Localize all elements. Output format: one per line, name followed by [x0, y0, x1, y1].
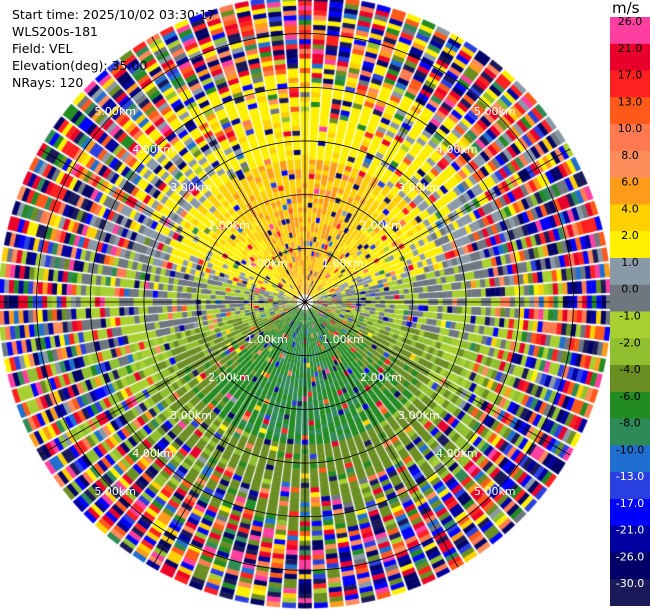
colorbar-tick-label: -21.0: [616, 524, 644, 537]
ring-label: 4.00km: [132, 447, 174, 460]
instrument-label: WLS200s-181: [12, 24, 98, 39]
colorbar-bin: [610, 552, 650, 580]
colorbar-bin: [610, 150, 650, 179]
colorbar-tick-label: -4.0: [619, 363, 640, 376]
colorbar-tick-label: 4.0: [621, 202, 639, 215]
ring-label: 1.00km: [246, 333, 288, 346]
ring-label: 2.00km: [360, 371, 402, 384]
colorbar-bin: [610, 525, 650, 553]
colorbar-bin: [610, 418, 650, 446]
colorbar-tick-label: 2.0: [621, 229, 639, 242]
azimuth-spoke: [304, 301, 571, 456]
ring-label: 1.00km: [322, 333, 364, 346]
azimuth-spoke: [304, 301, 459, 568]
ring-label: 2.00km: [360, 219, 402, 232]
ring-label: 3.00km: [170, 181, 212, 194]
ring-label: 4.00km: [436, 143, 478, 156]
ring-label: 1.00km: [246, 257, 288, 270]
colorbar-tick-label: -8.0: [619, 417, 640, 430]
colorbar-bin: [610, 257, 650, 286]
ring-label: 3.00km: [398, 409, 440, 422]
colorbar-bin: [610, 472, 650, 500]
velocity-colorbar: 26.0 21.0 17.0 13.0 10.0 8.0 6.0 4.0 2.0 1.0 0.0 -1…: [610, 17, 650, 606]
colorbar-bin: [610, 391, 650, 420]
ring-label: 5.00km: [94, 485, 136, 498]
colorbar-bin: [610, 204, 650, 232]
elevation-label: Elevation(deg): 35.00: [12, 58, 148, 73]
ring-label: 4.00km: [436, 447, 478, 460]
azimuth-spoke: [151, 36, 306, 303]
azimuth-spoke: [39, 148, 306, 303]
colorbar-tick-label: 26.0: [618, 17, 643, 28]
azimuth-spoke: [151, 301, 306, 568]
colorbar-bin: [610, 311, 650, 339]
azimuth-spoke: [304, 36, 459, 303]
colorbar-tick-label: -10.0: [616, 443, 644, 456]
ring-label: 5.00km: [94, 105, 136, 118]
colorbar-bin: [610, 231, 650, 259]
azimuth-spoke: [39, 301, 306, 456]
colorbar-tick-label: -30.0: [616, 577, 644, 590]
scan-info: Start time: 2025/10/02 03:30:17 WLS200s-…: [12, 6, 215, 91]
nrays-label: NRays: 120: [12, 75, 84, 90]
colorbar-tick-label: -6.0: [619, 390, 640, 403]
colorbar-tick-label: -13.0: [616, 470, 644, 483]
colorbar-bin: [610, 97, 650, 125]
colorbar-bin: [610, 17, 650, 45]
colorbar-tick-label: 8.0: [621, 149, 639, 162]
colorbar-tick-label: 10.0: [618, 122, 643, 135]
colorbar-bin: [610, 124, 650, 152]
colorbar-bin: [610, 579, 650, 606]
ring-label: 3.00km: [170, 409, 212, 422]
colorbar-tick-label: -2.0: [619, 336, 640, 349]
colorbar-bin: [610, 70, 650, 98]
colorbar-bin: [610, 365, 650, 393]
colorbar-tick-label: -26.0: [616, 550, 644, 563]
colorbar-bin: [610, 284, 650, 312]
field-label: Field: VEL: [12, 41, 73, 56]
ring-label: 1.00km: [322, 257, 364, 270]
azimuth-spoke: [304, 148, 571, 303]
colorbar-tick-label: 17.0: [618, 69, 643, 82]
colorbar-tick-label: 21.0: [618, 42, 643, 55]
colorbar-tick-label: 0.0: [621, 283, 639, 296]
range-ring-overlay: 1.00km 1.00km 1.00km 1.00km 2.00km 2.00km 2.00…: [0, 0, 610, 608]
ring-label: 3.00km: [398, 181, 440, 194]
colorbar-tick-label: -17.0: [616, 497, 644, 510]
colorbar-bin: [610, 445, 650, 473]
colorbar-bin: [610, 338, 650, 366]
colorbar-bin: [610, 498, 650, 527]
colorbar-bin: [610, 43, 650, 72]
ring-label: 2.00km: [208, 371, 250, 384]
colorbar-bin: [610, 177, 650, 205]
colorbar-tick-label: 13.0: [618, 95, 643, 108]
start-time-label: Start time: 2025/10/02 03:30:17: [12, 7, 216, 22]
ring-label: 5.00km: [474, 105, 516, 118]
colorbar-unit-label: m/s: [612, 0, 640, 17]
colorbar-tick-label: 1.0: [621, 256, 639, 269]
ring-label: 5.00km: [474, 485, 516, 498]
ring-label: 4.00km: [132, 143, 174, 156]
colorbar-tick-label: -1.0: [619, 310, 640, 323]
colorbar-tick-label: 6.0: [621, 176, 639, 189]
ring-label: 2.00km: [208, 219, 250, 232]
